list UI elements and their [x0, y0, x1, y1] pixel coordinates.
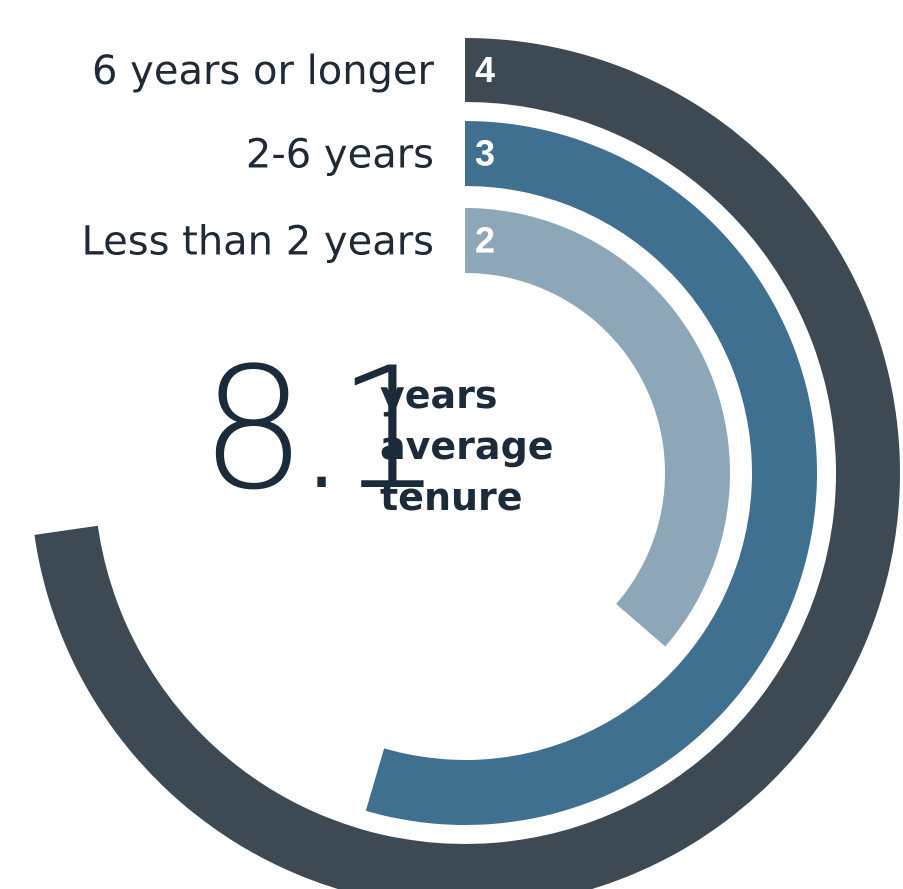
arc-bar-2	[365, 121, 818, 825]
average-tenure-number: 8.1	[200, 331, 443, 527]
value-label-2: 3	[475, 133, 495, 174]
category-label-3: Less than 2 years	[82, 219, 434, 265]
caption-line-2: average	[380, 424, 554, 468]
caption-line-1: years	[380, 373, 498, 417]
category-label-2: 2-6 years	[246, 132, 434, 178]
average-tenure-caption: years average tenure	[380, 370, 580, 523]
arc-bar-3	[465, 208, 730, 647]
category-label-1: 6 years or longer	[92, 48, 435, 94]
value-label-3: 2	[475, 220, 495, 261]
caption-line-3: tenure	[380, 475, 523, 519]
value-label-1: 4	[475, 49, 495, 90]
